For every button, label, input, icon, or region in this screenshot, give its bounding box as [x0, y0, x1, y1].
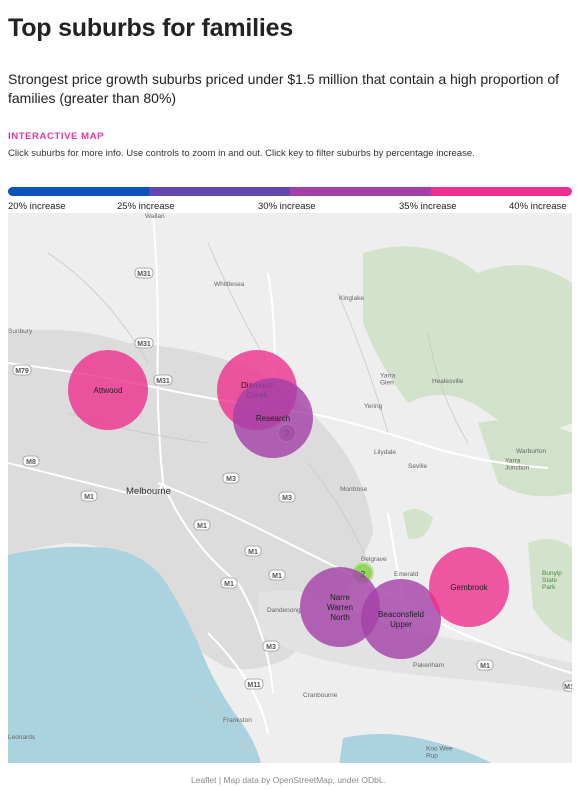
key-label-25[interactable]: 25% increase	[117, 201, 175, 212]
label-yarra-glen: Yarra Glen	[380, 373, 396, 387]
label-pakenham: Pakenham	[413, 662, 444, 669]
label-whittlesea: Whittlesea	[214, 281, 245, 288]
suburb-label: Beaconsfield Upper	[378, 610, 424, 629]
label-bunyip-state-park: Bunyip State Park	[542, 570, 562, 591]
key-segment-25[interactable]	[149, 187, 290, 196]
label-seville: Seville	[408, 463, 428, 470]
label-leonards: Leonards	[8, 734, 36, 741]
suburb-circle[interactable]	[429, 547, 509, 627]
label-koo-wee-rup: Koo Wee Rup	[426, 746, 453, 760]
page-subtitle: Strongest price growth suburbs priced un…	[8, 71, 559, 106]
svg-text:M1: M1	[224, 581, 234, 588]
label-wallan: Wallan	[145, 213, 165, 220]
label-belgrave: Belgrave	[361, 556, 387, 563]
svg-text:M79: M79	[15, 368, 29, 375]
suburb-circle[interactable]	[68, 350, 148, 430]
svg-text:M3: M3	[266, 644, 276, 651]
label-emerald: Emerald	[394, 571, 419, 578]
suburb-label: Gembrook	[450, 583, 488, 592]
label-healesville: Healesville	[432, 378, 464, 385]
key-label-30[interactable]: 30% increase	[258, 201, 316, 212]
label-cranbourne: Cranbourne	[303, 692, 338, 699]
label-frankston: Frankston	[223, 717, 252, 724]
legend-key	[8, 187, 572, 196]
svg-text:M3: M3	[282, 495, 292, 502]
place-labels: Wallan Whittlesea Kinglake Sunbury Heale…	[8, 213, 562, 760]
label-sunbury: Sunbury	[8, 328, 33, 335]
suburb-circle[interactable]	[233, 378, 313, 458]
attribution-text: Map data by OpenStreetMap, under ODbL.	[223, 775, 386, 785]
map-attribution: Leaflet | Map data by OpenStreetMap, und…	[0, 775, 577, 785]
svg-text:M31: M31	[137, 341, 151, 348]
label-warburton: Warburton	[516, 448, 546, 455]
suburb-label: Research	[256, 414, 290, 423]
port-phillip-bay	[8, 546, 261, 763]
suburb-bubble-beaconsfield-upper[interactable]: Beaconsfield Upper	[361, 579, 441, 659]
svg-text:M1: M1	[197, 523, 207, 530]
label-lilydale: Lilydale	[374, 449, 396, 456]
label-yarra-junction: Yarra Junction	[505, 458, 530, 472]
key-label-40[interactable]: 40% increase	[509, 201, 567, 212]
label-montrose: Montrose	[340, 486, 367, 493]
key-label-20[interactable]: 20% increase	[8, 201, 66, 212]
key-segment-20[interactable]	[8, 187, 149, 196]
attribution-separator: |	[216, 775, 224, 785]
suburb-circle[interactable]	[300, 567, 380, 647]
svg-text:M11: M11	[247, 682, 260, 689]
leaflet-link[interactable]: Leaflet	[190, 775, 217, 785]
key-segment-35[interactable]	[431, 187, 572, 196]
suburb-bubble-research[interactable]: Research	[233, 378, 313, 458]
svg-text:M1: M1	[564, 684, 572, 691]
suburb-label: Attwood	[94, 386, 123, 395]
suburb-bubble-narre-warren-north[interactable]: Narre Warren North	[300, 567, 380, 647]
suburb-bubble-attwood[interactable]: Attwood	[68, 350, 148, 430]
svg-text:M1: M1	[84, 494, 94, 501]
svg-text:M1: M1	[272, 573, 282, 580]
label-melbourne: Melbourne	[126, 486, 171, 497]
suburb-circle[interactable]	[361, 579, 441, 659]
page-title: Top suburbs for families	[8, 14, 294, 42]
svg-text:M1: M1	[248, 549, 258, 556]
suburb-bubble-gembrook[interactable]: Gembrook	[429, 547, 509, 627]
svg-text:M31: M31	[156, 378, 170, 385]
map-instructions: Click suburbs for more info. Use control…	[8, 148, 475, 159]
road-shields: M31 M31 M31 M79 M8 M1 M1 M3 M3 M1 M1 M1 …	[12, 267, 572, 692]
key-segment-30[interactable]	[290, 187, 431, 196]
suburb-label: Narre Warren North	[327, 593, 353, 622]
svg-text:M1: M1	[480, 663, 490, 670]
svg-text:M3: M3	[226, 476, 236, 483]
svg-text:M8: M8	[26, 459, 36, 466]
svg-text:M31: M31	[137, 271, 151, 278]
label-kinglake: Kinglake	[339, 295, 364, 302]
park-areas	[363, 246, 572, 643]
key-label-35[interactable]: 35% increase	[399, 201, 457, 212]
label-dandenong: Dandenong	[267, 607, 301, 614]
section-kicker: INTERACTIVE MAP	[8, 131, 105, 142]
western-port	[339, 734, 492, 763]
label-yering: Yering	[364, 403, 383, 410]
interactive-map[interactable]: M31 M31 M31 M79 M8 M1 M1 M3 M3 M1 M1 M1 …	[8, 213, 572, 763]
